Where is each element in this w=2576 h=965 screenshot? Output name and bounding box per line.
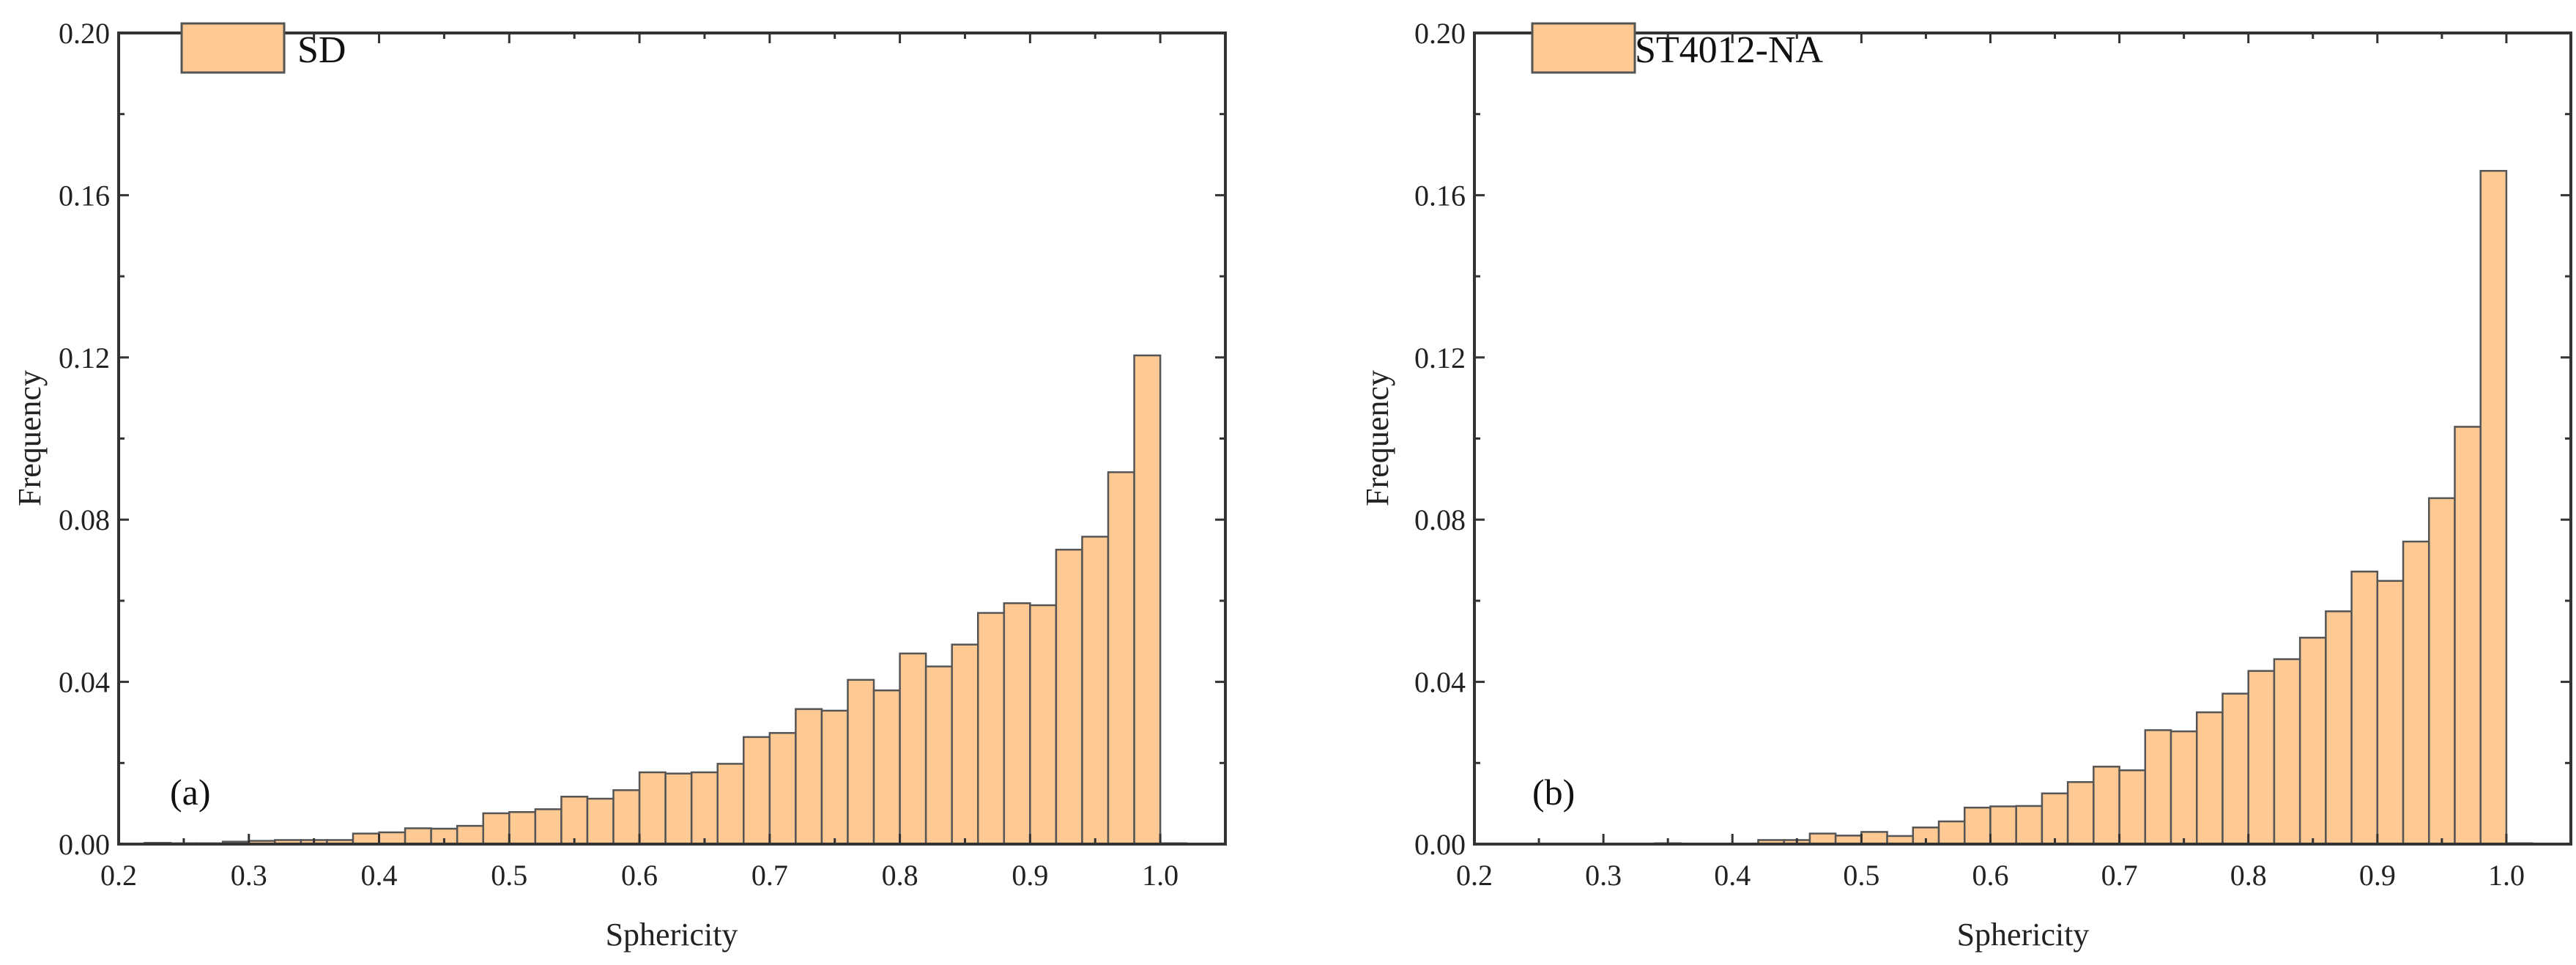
y-tick-label: 0.16	[1414, 179, 1466, 212]
histogram-bar	[2041, 792, 2069, 846]
histogram-bar	[534, 808, 563, 846]
x-tick-label: 0.2	[1456, 859, 1493, 892]
legend-swatch	[180, 22, 286, 74]
legend-label: SD	[297, 29, 346, 71]
histogram-bar	[2325, 610, 2353, 846]
x-axis-title: Sphericity	[1957, 917, 2090, 953]
x-tick-label: 0.9	[1012, 859, 1048, 892]
x-tick-label: 0.8	[2230, 859, 2267, 892]
histogram-bar	[1029, 604, 1058, 846]
x-tick-label: 0.5	[1843, 859, 1879, 892]
x-axis-title: Sphericity	[606, 917, 738, 953]
histogram-bar	[664, 772, 693, 846]
histogram-bar	[1081, 536, 1110, 846]
histogram-bar	[899, 652, 927, 846]
histogram-bar	[820, 709, 849, 846]
histogram-bar	[872, 689, 901, 846]
bars	[1654, 169, 2534, 846]
histogram-bar	[586, 797, 615, 846]
histogram-bar	[2015, 805, 2044, 846]
y-tick-label: 0.04	[1414, 666, 1466, 699]
y-axis-title: Frequency	[1359, 370, 1395, 506]
histogram-bar	[2454, 426, 2482, 846]
histogram-bar	[2196, 711, 2224, 846]
histogram-bar	[2350, 570, 2379, 846]
histogram-bar	[482, 812, 511, 846]
x-tick-label: 0.8	[882, 859, 918, 892]
histogram-bar	[2118, 769, 2147, 846]
x-tick-label: 0.3	[231, 859, 267, 892]
histogram-bar	[2298, 637, 2327, 846]
x-tick-label: 0.9	[2359, 859, 2396, 892]
panel-label: (b)	[1532, 772, 1575, 813]
histogram-bar	[690, 771, 719, 846]
x-tick-label: 0.4	[1714, 859, 1751, 892]
histogram-bar	[1963, 806, 1992, 846]
histogram-bar	[378, 831, 407, 846]
histogram-bar	[2169, 730, 2198, 846]
x-tick-label: 1.0	[2488, 859, 2525, 892]
y-tick-label: 0.12	[1414, 341, 1466, 374]
y-tick-label: 0.08	[59, 503, 110, 536]
histogram-bar	[1133, 354, 1162, 846]
y-tick-label: 0.00	[59, 828, 110, 861]
x-tick-label: 0.2	[100, 859, 137, 892]
histogram-bar	[795, 708, 823, 846]
histogram-bar	[716, 763, 745, 846]
x-tick-label: 0.3	[1585, 859, 1622, 892]
y-tick-label: 0.00	[1414, 828, 1466, 861]
x-tick-label: 1.0	[1142, 859, 1178, 892]
histogram-bar	[2221, 692, 2249, 846]
x-tick-label: 0.7	[751, 859, 788, 892]
y-tick-label: 0.20	[1414, 17, 1466, 50]
x-tick-label: 0.6	[621, 859, 658, 892]
histogram-bar	[1107, 471, 1135, 846]
histogram-bar	[352, 832, 380, 846]
legend-swatch	[1531, 22, 1636, 74]
histogram-bar	[2144, 729, 2172, 846]
x-tick-label: 0.7	[2101, 859, 2138, 892]
histogram-bar	[508, 811, 537, 846]
panel-label: (a)	[170, 772, 211, 813]
histogram-bar	[1808, 832, 1837, 846]
histogram-bar	[1003, 602, 1031, 846]
histogram-bar	[2066, 781, 2095, 846]
histogram-bar	[1989, 805, 2017, 846]
y-tick-label: 0.12	[59, 341, 110, 374]
histogram-bar	[2247, 670, 2276, 846]
histogram-bar	[1860, 831, 1888, 846]
histogram-bar	[560, 795, 589, 846]
histogram-panel-a: (a) SD Sphericity Frequency 0.2 0.3 0.4 0.5…	[12, 17, 1227, 953]
histogram-bar	[924, 665, 953, 846]
histogram-bar	[951, 643, 979, 846]
legend-label: ST4012-NA	[1635, 29, 1824, 71]
histogram-bar	[2428, 497, 2456, 846]
y-axis-title: Frequency	[12, 370, 48, 506]
histogram-bar	[768, 732, 797, 846]
histogram-bar	[2479, 169, 2508, 846]
histogram-bar	[2093, 766, 2120, 846]
x-tick-label: 0.5	[491, 859, 527, 892]
histogram-panel-b: (b) ST4012-NA Sphericity Frequency 0.2 0.…	[1359, 17, 2572, 953]
histogram-bar	[847, 679, 875, 846]
histogram-bar	[2402, 540, 2430, 846]
y-tick-label: 0.16	[59, 179, 110, 212]
y-tick-label: 0.20	[59, 17, 110, 50]
histogram-bar	[1937, 820, 1966, 846]
histogram-bar	[612, 789, 641, 846]
histogram-bar	[743, 736, 771, 846]
histogram-bar	[1055, 548, 1083, 846]
histogram-bar	[976, 612, 1006, 846]
y-tick-label: 0.08	[1414, 503, 1466, 536]
histogram-bar	[456, 824, 484, 846]
histogram-bar	[2376, 580, 2405, 846]
histogram-bar	[404, 827, 432, 846]
histogram-bar	[2273, 658, 2301, 846]
bars	[144, 354, 1187, 846]
x-tick-label: 0.6	[1972, 859, 2008, 892]
y-tick-label: 0.04	[59, 666, 110, 699]
histogram-bar	[638, 771, 667, 846]
x-tick-label: 0.4	[361, 859, 398, 892]
